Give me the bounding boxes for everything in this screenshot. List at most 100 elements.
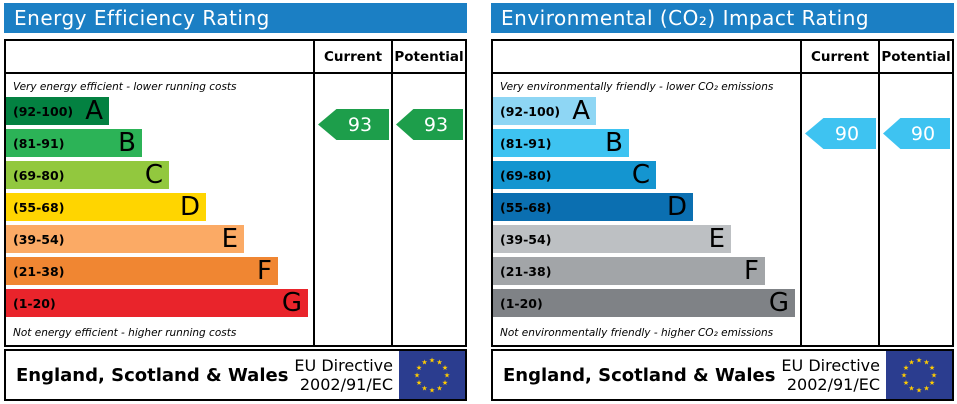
- band-range-label: (1-20): [13, 295, 56, 311]
- band-row: (1-20) G: [493, 289, 800, 317]
- svg-text:★: ★: [429, 357, 435, 365]
- band-letter-label: C: [631, 160, 650, 190]
- table-header-row: Current Potential: [6, 41, 465, 74]
- table-body: Very energy efficient - lower running co…: [6, 74, 465, 345]
- svg-text:★: ★: [901, 372, 907, 380]
- svg-text:★: ★: [929, 364, 935, 372]
- band-letter-label: B: [605, 128, 623, 158]
- band-range-label: (21-38): [13, 263, 65, 279]
- band-row: (21-38) F: [6, 257, 313, 285]
- panel-footer: England, Scotland & Wales EU Directive 2…: [4, 349, 467, 401]
- bottom-caption: Not environmentally friendly - higher CO…: [500, 327, 774, 339]
- svg-text:★: ★: [916, 357, 922, 365]
- rating-bands: (92-100) A (81-91) B (69-80) C (55-68) D (39-54)…: [6, 97, 313, 321]
- table-body: Very environmentally friendly - lower CO…: [493, 74, 952, 345]
- svg-text:★: ★: [442, 379, 448, 387]
- band-row: (81-91) B: [6, 129, 313, 157]
- rating-band-c: (69-80) C: [493, 161, 656, 189]
- band-range-label: (81-91): [500, 135, 552, 151]
- potential-rating-cell: 90: [878, 74, 952, 345]
- environmental-impact-panel: Environmental (CO₂) Impact Rating Curren…: [491, 3, 954, 404]
- current-column-header: Current: [800, 41, 878, 72]
- svg-text:★: ★: [414, 372, 420, 380]
- rating-bands: (92-100) A (81-91) B (69-80) C (55-68) D (39-54)…: [493, 97, 800, 321]
- potential-column-header: Potential: [391, 41, 465, 72]
- band-range-label: (92-100): [500, 103, 561, 119]
- band-letter-label: F: [744, 256, 759, 286]
- eu-directive-label: EU Directive 2002/91/EC: [781, 356, 886, 394]
- band-row: (69-80) C: [6, 161, 313, 189]
- svg-text:★: ★: [421, 359, 427, 367]
- svg-text:★: ★: [421, 385, 427, 393]
- band-range-label: (21-38): [500, 263, 552, 279]
- band-letter-label: A: [572, 96, 590, 126]
- region-label: England, Scotland & Wales: [503, 364, 776, 386]
- top-caption: Very energy efficient - lower running co…: [13, 81, 237, 93]
- svg-text:★: ★: [416, 379, 422, 387]
- rating-band-a: (92-100) A: [493, 97, 596, 125]
- potential-rating-arrow: 93: [396, 109, 463, 140]
- svg-text:★: ★: [908, 359, 914, 367]
- band-range-label: (55-68): [500, 199, 552, 215]
- rating-band-e: (39-54) E: [493, 225, 731, 253]
- header-spacer: [493, 41, 800, 72]
- eu-directive-line2: 2002/91/EC: [299, 375, 393, 394]
- band-letter-label: E: [708, 224, 725, 254]
- rating-band-a: (92-100) A: [6, 97, 109, 125]
- bottom-caption: Not energy efficient - higher running co…: [13, 327, 237, 339]
- eu-directive-line2: 2002/91/EC: [786, 375, 880, 394]
- band-row: (1-20) G: [6, 289, 313, 317]
- band-row: (39-54) E: [493, 225, 800, 253]
- svg-text:★: ★: [444, 372, 450, 380]
- rating-table: Current Potential Very environmentally f…: [491, 39, 954, 347]
- band-range-label: (69-80): [500, 167, 552, 183]
- svg-text:★: ★: [916, 387, 922, 395]
- svg-text:★: ★: [903, 364, 909, 372]
- band-letter-label: G: [281, 288, 302, 318]
- band-row: (55-68) D: [6, 193, 313, 221]
- current-rating-cell: 93: [313, 74, 391, 345]
- band-row: (92-100) A: [493, 97, 800, 125]
- svg-text:★: ★: [442, 364, 448, 372]
- rating-band-b: (81-91) B: [6, 129, 142, 157]
- region-label: England, Scotland & Wales: [16, 364, 289, 386]
- table-header-row: Current Potential: [493, 41, 952, 74]
- eu-flag-icon: ★ ★ ★ ★ ★ ★ ★ ★ ★ ★ ★ ★: [399, 351, 465, 399]
- band-range-label: (81-91): [13, 135, 65, 151]
- panel-footer: England, Scotland & Wales EU Directive 2…: [491, 349, 954, 401]
- current-column-header: Current: [313, 41, 391, 72]
- band-range-label: (39-54): [500, 231, 552, 247]
- band-letter-label: G: [768, 288, 789, 318]
- eu-flag-stars: ★ ★ ★ ★ ★ ★ ★ ★ ★ ★ ★ ★: [901, 357, 937, 395]
- band-row: (39-54) E: [6, 225, 313, 253]
- rating-band-f: (21-38) F: [6, 257, 278, 285]
- rating-band-b: (81-91) B: [493, 129, 629, 157]
- top-caption: Very environmentally friendly - lower CO…: [500, 81, 774, 93]
- svg-text:★: ★: [923, 385, 929, 393]
- svg-text:★: ★: [436, 359, 442, 367]
- svg-text:★: ★: [903, 379, 909, 387]
- panel-title: Environmental (CO₂) Impact Rating: [491, 3, 954, 33]
- band-range-label: (1-20): [500, 295, 543, 311]
- band-letter-label: C: [144, 160, 163, 190]
- svg-text:★: ★: [923, 359, 929, 367]
- svg-text:★: ★: [416, 364, 422, 372]
- eu-flag-stars: ★ ★ ★ ★ ★ ★ ★ ★ ★ ★ ★ ★: [414, 357, 450, 395]
- potential-rating-arrow: 90: [883, 118, 950, 149]
- eu-directive-label: EU Directive 2002/91/EC: [294, 356, 399, 394]
- svg-text:★: ★: [908, 385, 914, 393]
- band-row: (21-38) F: [493, 257, 800, 285]
- band-letter-label: D: [666, 192, 687, 222]
- rating-band-g: (1-20) G: [6, 289, 308, 317]
- rating-band-g: (1-20) G: [493, 289, 795, 317]
- band-row: (81-91) B: [493, 129, 800, 157]
- band-range-label: (69-80): [13, 167, 65, 183]
- eu-flag-icon: ★ ★ ★ ★ ★ ★ ★ ★ ★ ★ ★ ★: [886, 351, 952, 399]
- svg-text:★: ★: [931, 372, 937, 380]
- svg-text:★: ★: [436, 385, 442, 393]
- band-letter-label: A: [85, 96, 103, 126]
- rating-band-f: (21-38) F: [493, 257, 765, 285]
- header-spacer: [6, 41, 313, 72]
- band-letter-label: F: [257, 256, 272, 286]
- energy-efficiency-panel: Energy Efficiency Rating Current Potenti…: [4, 3, 467, 404]
